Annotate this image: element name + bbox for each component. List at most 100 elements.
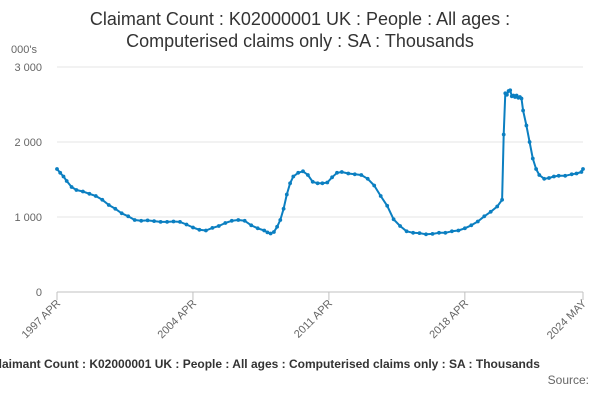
data-point[interactable] xyxy=(482,214,487,219)
data-point[interactable] xyxy=(556,173,561,178)
data-point[interactable] xyxy=(315,181,320,186)
data-point[interactable] xyxy=(456,228,461,233)
data-point[interactable] xyxy=(411,230,415,235)
data-point[interactable] xyxy=(581,167,585,171)
data-point[interactable] xyxy=(191,225,195,230)
data-point[interactable] xyxy=(505,92,509,97)
data-point[interactable] xyxy=(55,167,59,171)
data-point[interactable] xyxy=(291,174,296,179)
data-point[interactable] xyxy=(398,224,402,228)
data-point[interactable] xyxy=(119,211,124,216)
footer-chart-title: Claimant Count : K02000001 UK : People :… xyxy=(0,357,540,371)
data-point[interactable] xyxy=(430,232,435,236)
data-point[interactable] xyxy=(58,170,63,175)
data-point[interactable] xyxy=(275,224,279,229)
data-point[interactable] xyxy=(450,229,454,234)
data-point[interactable] xyxy=(87,191,92,196)
data-point[interactable] xyxy=(132,218,137,222)
data-point[interactable] xyxy=(500,197,504,202)
data-point[interactable] xyxy=(301,169,305,174)
data-point[interactable] xyxy=(579,170,584,174)
data-point[interactable] xyxy=(106,203,111,207)
data-point[interactable] xyxy=(262,228,267,233)
data-point[interactable] xyxy=(404,229,409,234)
data-point[interactable] xyxy=(210,226,215,230)
data-point[interactable] xyxy=(113,206,118,211)
data-point[interactable] xyxy=(265,230,270,235)
data-point[interactable] xyxy=(100,197,105,202)
data-point[interactable] xyxy=(527,140,532,144)
data-point[interactable] xyxy=(488,209,493,214)
data-point[interactable] xyxy=(310,179,315,184)
data-point[interactable] xyxy=(306,173,310,177)
data-point[interactable] xyxy=(391,217,396,222)
data-point[interactable] xyxy=(229,218,234,223)
data-point[interactable] xyxy=(378,194,383,198)
data-point[interactable] xyxy=(508,88,513,93)
data-point[interactable] xyxy=(530,156,535,161)
data-point[interactable] xyxy=(165,220,170,224)
data-point[interactable] xyxy=(145,218,150,223)
data-point[interactable] xyxy=(216,224,221,228)
data-point[interactable] xyxy=(437,230,441,235)
data-point[interactable] xyxy=(339,170,344,174)
data-point[interactable] xyxy=(281,206,286,211)
data-point[interactable] xyxy=(325,180,330,185)
data-point[interactable] xyxy=(365,176,370,181)
data-point[interactable] xyxy=(417,231,422,236)
data-point[interactable] xyxy=(204,228,208,233)
data-point[interactable] xyxy=(288,181,292,186)
data-point[interactable] xyxy=(74,188,79,192)
data-point[interactable] xyxy=(223,221,228,225)
data-point[interactable] xyxy=(534,167,538,171)
data-point[interactable] xyxy=(278,218,283,222)
data-point[interactable] xyxy=(443,230,448,235)
data-point[interactable] xyxy=(501,132,506,137)
data-point[interactable] xyxy=(330,175,334,180)
x-tick-label: 2024 MAY xyxy=(545,297,590,342)
data-point[interactable] xyxy=(272,230,276,234)
data-point[interactable] xyxy=(126,214,131,219)
data-point[interactable] xyxy=(255,226,260,231)
data-point[interactable] xyxy=(171,219,176,224)
data-point[interactable] xyxy=(335,170,339,175)
data-point[interactable] xyxy=(236,218,241,222)
data-point[interactable] xyxy=(320,181,325,186)
data-point[interactable] xyxy=(524,123,529,128)
data-point[interactable] xyxy=(249,223,254,228)
data-point[interactable] xyxy=(93,194,98,198)
data-point[interactable] xyxy=(139,218,144,223)
data-point[interactable] xyxy=(547,176,551,180)
data-point[interactable] xyxy=(385,203,390,208)
data-point[interactable] xyxy=(469,223,474,228)
data-point[interactable] xyxy=(475,219,480,224)
data-point[interactable] xyxy=(352,172,357,177)
data-point[interactable] xyxy=(569,172,574,177)
data-point[interactable] xyxy=(178,220,182,224)
data-point[interactable] xyxy=(284,192,289,197)
data-point[interactable] xyxy=(242,218,247,223)
data-point[interactable] xyxy=(69,185,74,189)
data-point[interactable] xyxy=(495,204,500,209)
data-point[interactable] xyxy=(574,171,579,176)
data-point[interactable] xyxy=(463,226,467,231)
data-point[interactable] xyxy=(64,179,69,183)
data-point[interactable] xyxy=(268,231,273,236)
data-point[interactable] xyxy=(521,108,525,113)
data-point[interactable] xyxy=(158,220,163,224)
data-point[interactable] xyxy=(152,219,157,224)
data-point[interactable] xyxy=(563,173,568,178)
data-point[interactable] xyxy=(537,173,542,177)
data-point[interactable] xyxy=(552,174,556,179)
data-point[interactable] xyxy=(81,189,85,194)
data-point[interactable] xyxy=(296,170,301,175)
data-point[interactable] xyxy=(542,176,547,181)
data-point[interactable] xyxy=(519,96,524,101)
data-point[interactable] xyxy=(184,222,189,227)
data-point[interactable] xyxy=(424,232,428,237)
data-point[interactable] xyxy=(372,183,377,188)
data-point[interactable] xyxy=(197,227,202,232)
data-point[interactable] xyxy=(61,174,66,179)
data-point[interactable] xyxy=(346,171,351,176)
data-point[interactable] xyxy=(359,173,364,177)
